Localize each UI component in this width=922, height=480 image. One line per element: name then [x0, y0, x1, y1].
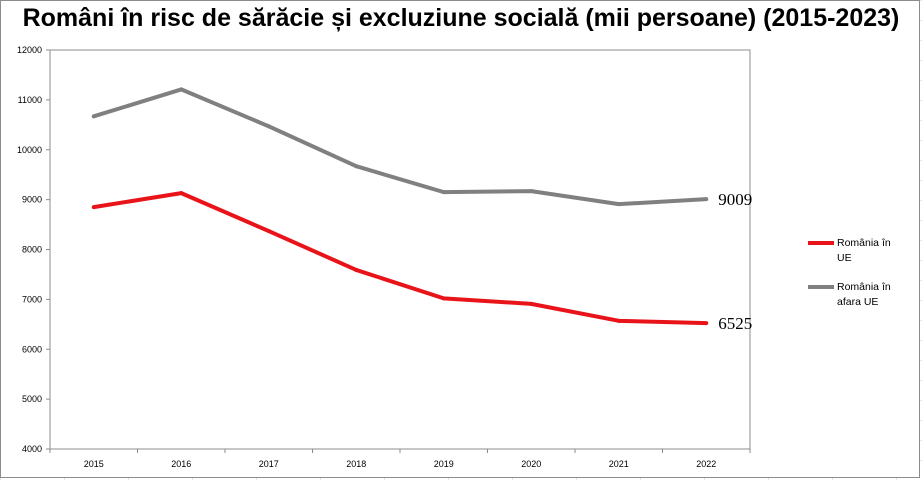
- data-point: [529, 189, 534, 194]
- legend-swatch-non-eu: [808, 285, 834, 289]
- series-end-label: 6525: [718, 314, 752, 333]
- y-tick-label: 6000: [22, 344, 42, 354]
- x-tick-label: 2018: [346, 459, 366, 469]
- y-tick-label: 9000: [22, 195, 42, 205]
- data-point: [704, 321, 709, 326]
- legend-item-eu: România în UE: [808, 236, 916, 266]
- x-tick-label: 2019: [434, 459, 454, 469]
- legend-item-non-eu: România în afara UE: [808, 280, 916, 310]
- y-tick-label: 5000: [22, 394, 42, 404]
- data-point: [354, 267, 359, 272]
- data-point: [179, 87, 184, 92]
- plot-area: [49, 49, 751, 450]
- x-tick-label: 2022: [696, 459, 716, 469]
- data-point: [616, 318, 621, 323]
- legend-swatch-eu: [808, 241, 834, 245]
- y-tick-label: 7000: [22, 294, 42, 304]
- y-tick-label: 10000: [17, 145, 42, 155]
- legend-label-eu: România în UE: [837, 237, 891, 264]
- x-tick-label: 2015: [84, 459, 104, 469]
- data-point: [529, 301, 534, 306]
- data-point: [91, 114, 96, 119]
- series-line-1: [93, 87, 707, 207]
- data-point: [266, 124, 271, 129]
- y-tick-label: 8000: [22, 245, 42, 255]
- y-tick-label: 12000: [17, 45, 42, 55]
- y-tick-label: 11000: [18, 95, 42, 105]
- series-line-0: [93, 191, 707, 326]
- series-end-label: 9009: [718, 190, 752, 209]
- legend-label-non-eu: România în afara UE: [837, 281, 891, 308]
- chart-legend: România în UE România în afara UE: [808, 236, 916, 324]
- x-tick-label: 2021: [609, 459, 629, 469]
- data-point: [441, 190, 446, 195]
- x-tick-label: 2020: [521, 459, 541, 469]
- data-point: [266, 229, 271, 234]
- data-point: [616, 202, 621, 207]
- data-point: [179, 191, 184, 196]
- data-point: [441, 296, 446, 301]
- x-tick-label: 2017: [259, 459, 279, 469]
- data-point: [91, 205, 96, 210]
- y-tick-label: 4000: [22, 444, 42, 454]
- data-point: [354, 164, 359, 169]
- x-tick-label: 2016: [171, 459, 191, 469]
- chart-title: Români în risc de sărăcie și excluziune …: [22, 4, 900, 32]
- data-point: [704, 197, 709, 202]
